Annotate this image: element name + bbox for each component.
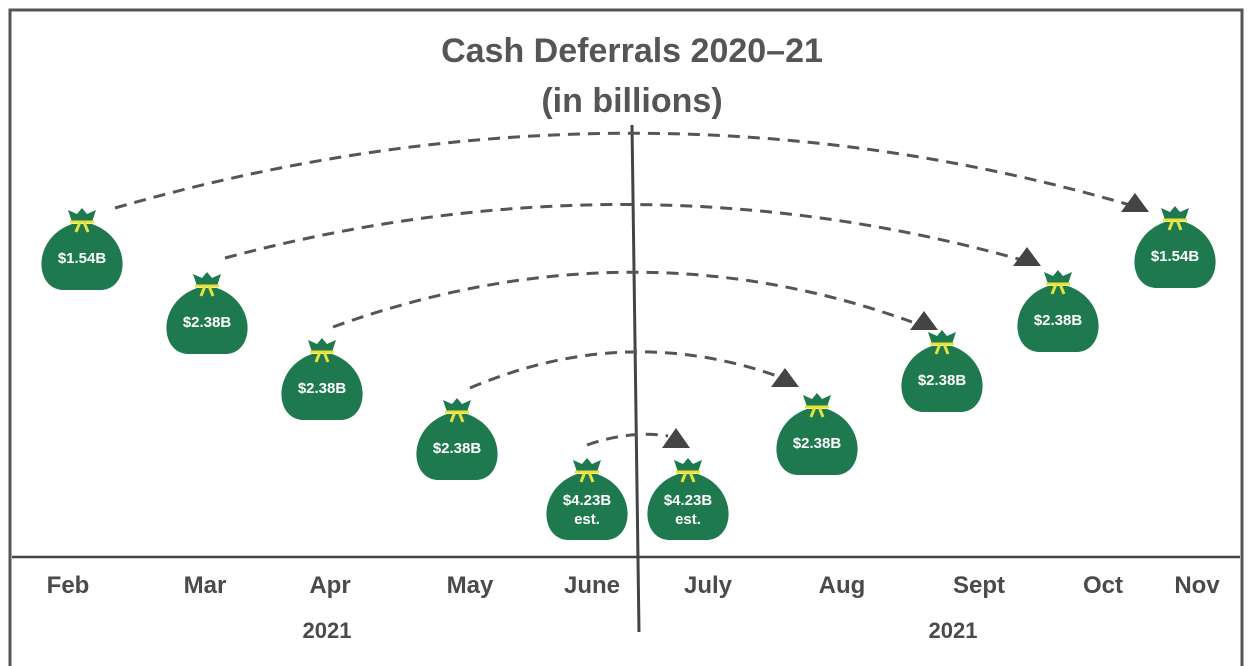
money-bag: $2.38B	[281, 338, 363, 420]
money-bag: $2.38B	[416, 398, 498, 480]
bag-amount: $2.38B	[918, 372, 967, 389]
money-bag: $2.38B	[776, 393, 858, 475]
bag-tie	[930, 342, 954, 355]
bag-body	[901, 346, 983, 412]
arrow-curve	[332, 270, 913, 329]
money-bag: $1.54B	[41, 208, 123, 290]
arrow-head	[1121, 193, 1149, 212]
arrow-heads	[662, 193, 1149, 448]
frame	[8, 8, 1244, 666]
bag-tie	[676, 470, 700, 483]
arrow-curve	[224, 203, 1023, 262]
bag-body	[416, 414, 498, 480]
arrow-curve	[114, 131, 1131, 210]
bag-note: est.	[574, 511, 600, 528]
month-label: Aug	[819, 572, 866, 599]
bag-neck	[928, 330, 956, 344]
bag-body	[1134, 222, 1216, 288]
arrow-head	[662, 428, 690, 448]
arrow-curve	[586, 432, 669, 447]
money-bag: $2.38B	[901, 330, 983, 412]
month-label: Mar	[184, 572, 227, 599]
bag-tie	[805, 405, 829, 418]
month-label: May	[447, 572, 494, 599]
month-label: June	[564, 572, 620, 599]
year-label: 2021	[929, 618, 978, 643]
bag-body	[166, 288, 248, 354]
deferral-arrows	[114, 131, 1131, 447]
bag-amount: $1.54B	[1151, 248, 1200, 265]
year-divider	[630, 124, 641, 633]
bag-body	[1017, 286, 1099, 352]
year-label: 2021	[303, 618, 352, 643]
arrow-head	[771, 368, 799, 387]
bag-amount: $2.38B	[433, 440, 482, 457]
bag-neck	[193, 272, 221, 286]
month-label: Nov	[1174, 572, 1220, 599]
month-label: Sept	[953, 572, 1005, 599]
bag-amount: $2.38B	[298, 380, 347, 397]
bag-tie	[310, 350, 334, 363]
bag-tie	[575, 470, 599, 483]
money-bag: $2.38B	[1017, 270, 1099, 352]
bag-tie	[445, 410, 469, 423]
month-label: Oct	[1083, 572, 1123, 599]
bag-neck	[1044, 270, 1072, 284]
arrow-head	[1013, 247, 1041, 266]
bag-tie	[195, 284, 219, 297]
arrow-head	[910, 311, 938, 330]
bag-amount: $2.38B	[1034, 312, 1083, 329]
bag-body	[281, 354, 363, 420]
bag-body	[776, 409, 858, 475]
arrow-curve	[469, 350, 789, 390]
bag-neck	[443, 398, 471, 412]
bag-amount: $1.54B	[58, 250, 107, 267]
bag-neck	[308, 338, 336, 352]
month-label: Feb	[47, 572, 90, 599]
bag-amount: $2.38B	[183, 314, 232, 331]
bag-neck	[674, 458, 702, 472]
bag-amount: $4.23B	[563, 492, 612, 509]
bag-neck	[803, 393, 831, 407]
bag-tie	[1163, 218, 1187, 231]
money-bag: $4.23B est.	[647, 458, 729, 540]
month-label: Apr	[309, 572, 350, 599]
bag-tie	[1046, 282, 1070, 295]
bag-body	[41, 224, 123, 290]
bag-tie	[70, 220, 94, 233]
bag-neck	[1161, 206, 1189, 220]
title: Cash Deferrals 2020–21	[441, 32, 823, 70]
bag-neck	[573, 458, 601, 472]
bag-amount: $4.23B	[664, 492, 713, 509]
money-bag: $4.23B est.	[546, 458, 628, 540]
bag-body	[546, 474, 628, 540]
bag-note: est.	[675, 511, 701, 528]
bag-body	[647, 474, 729, 540]
bag-amount: $2.38B	[793, 435, 842, 452]
money-bag: $2.38B	[166, 272, 248, 354]
money-bag: $1.54B	[1134, 206, 1216, 288]
month-label: July	[684, 572, 733, 599]
bag-neck	[68, 208, 96, 222]
subtitle: (in billions)	[541, 82, 722, 120]
